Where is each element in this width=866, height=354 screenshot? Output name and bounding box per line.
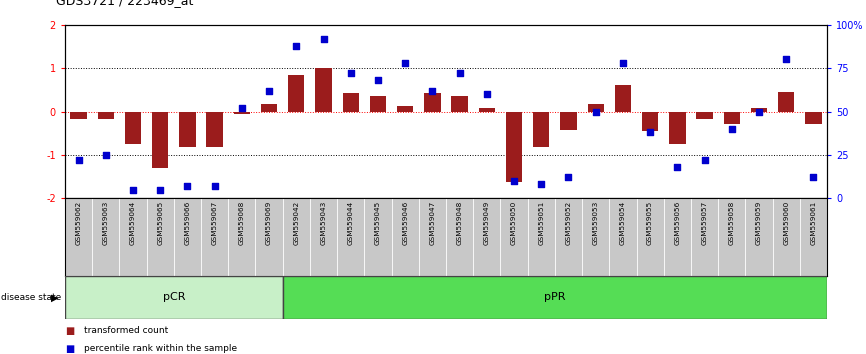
Bar [261,104,277,112]
Point [507,178,521,184]
Text: GSM559051: GSM559051 [539,201,544,245]
Bar [282,276,827,319]
Point [180,183,194,189]
Text: GSM559056: GSM559056 [675,201,681,245]
Point [344,70,358,76]
Text: GSM559069: GSM559069 [266,201,272,245]
Text: pPR: pPR [544,292,565,302]
Point [371,78,385,83]
Bar [343,93,359,112]
Bar [234,112,250,114]
Point [616,60,630,66]
Text: GSM559063: GSM559063 [103,201,109,245]
Point [752,109,766,114]
Text: GSM559047: GSM559047 [430,201,436,245]
Bar [397,106,413,112]
Point [480,91,494,97]
Text: transformed count: transformed count [84,326,168,336]
Point [534,182,548,187]
Bar [778,92,794,112]
Point [453,70,467,76]
Point [425,88,439,93]
Bar [724,112,740,124]
Text: ▶: ▶ [51,292,59,302]
Text: GSM559053: GSM559053 [592,201,598,245]
Bar [125,112,141,144]
Bar [288,75,305,112]
Point [262,88,276,93]
Point [725,126,739,132]
Point [317,36,331,41]
Text: GSM559057: GSM559057 [701,201,708,245]
Bar [206,112,223,147]
Point [670,164,684,170]
Bar [424,93,441,112]
Bar [451,96,468,112]
Point [589,109,603,114]
Text: GSM559061: GSM559061 [811,201,817,245]
Bar [642,112,658,131]
Text: GSM559046: GSM559046 [402,201,408,245]
Point [779,57,793,62]
Bar [315,68,332,112]
Bar [669,112,686,144]
Bar [560,112,577,130]
Text: GSM559052: GSM559052 [565,201,572,245]
Bar [805,112,822,124]
Text: GSM559059: GSM559059 [756,201,762,245]
Point [561,175,575,180]
Text: percentile rank within the sample: percentile rank within the sample [84,344,237,353]
Text: disease state: disease state [1,293,61,302]
Text: GSM559054: GSM559054 [620,201,626,245]
Text: GSM559058: GSM559058 [729,201,734,245]
Text: ■: ■ [65,344,74,354]
Bar [533,112,549,147]
Bar [370,96,386,112]
Bar [696,112,713,119]
Text: GSM559049: GSM559049 [484,201,490,245]
Text: GSM559055: GSM559055 [647,201,653,245]
Point [72,157,86,163]
Point [806,175,820,180]
Text: GSM559065: GSM559065 [158,201,163,245]
Text: ■: ■ [65,326,74,336]
Text: GSM559045: GSM559045 [375,201,381,245]
Text: GSM559060: GSM559060 [783,201,789,245]
Point [235,105,249,111]
Bar [70,112,87,119]
Bar [587,104,604,112]
Point [398,60,412,66]
Text: GSM559042: GSM559042 [294,201,300,245]
Text: pCR: pCR [163,292,185,302]
Text: GSM559068: GSM559068 [239,201,245,245]
Point [126,187,140,193]
Text: GSM559067: GSM559067 [211,201,217,245]
Point [643,130,657,135]
Text: GDS3721 / 223469_at: GDS3721 / 223469_at [56,0,194,7]
Point [153,187,167,193]
Point [99,152,113,158]
Text: GSM559064: GSM559064 [130,201,136,245]
Bar [152,112,168,168]
Bar [98,112,114,119]
Text: GSM559050: GSM559050 [511,201,517,245]
Bar [751,108,767,112]
Text: GSM559043: GSM559043 [320,201,326,245]
Bar [506,112,522,182]
Point [289,43,303,48]
Text: GSM559062: GSM559062 [75,201,81,245]
Text: GSM559066: GSM559066 [184,201,191,245]
Text: GSM559044: GSM559044 [348,201,353,245]
Bar [65,276,282,319]
Text: GSM559048: GSM559048 [456,201,462,245]
Bar [479,108,495,112]
Bar [615,85,631,112]
Point [698,157,712,163]
Bar [179,112,196,147]
Point [208,183,222,189]
